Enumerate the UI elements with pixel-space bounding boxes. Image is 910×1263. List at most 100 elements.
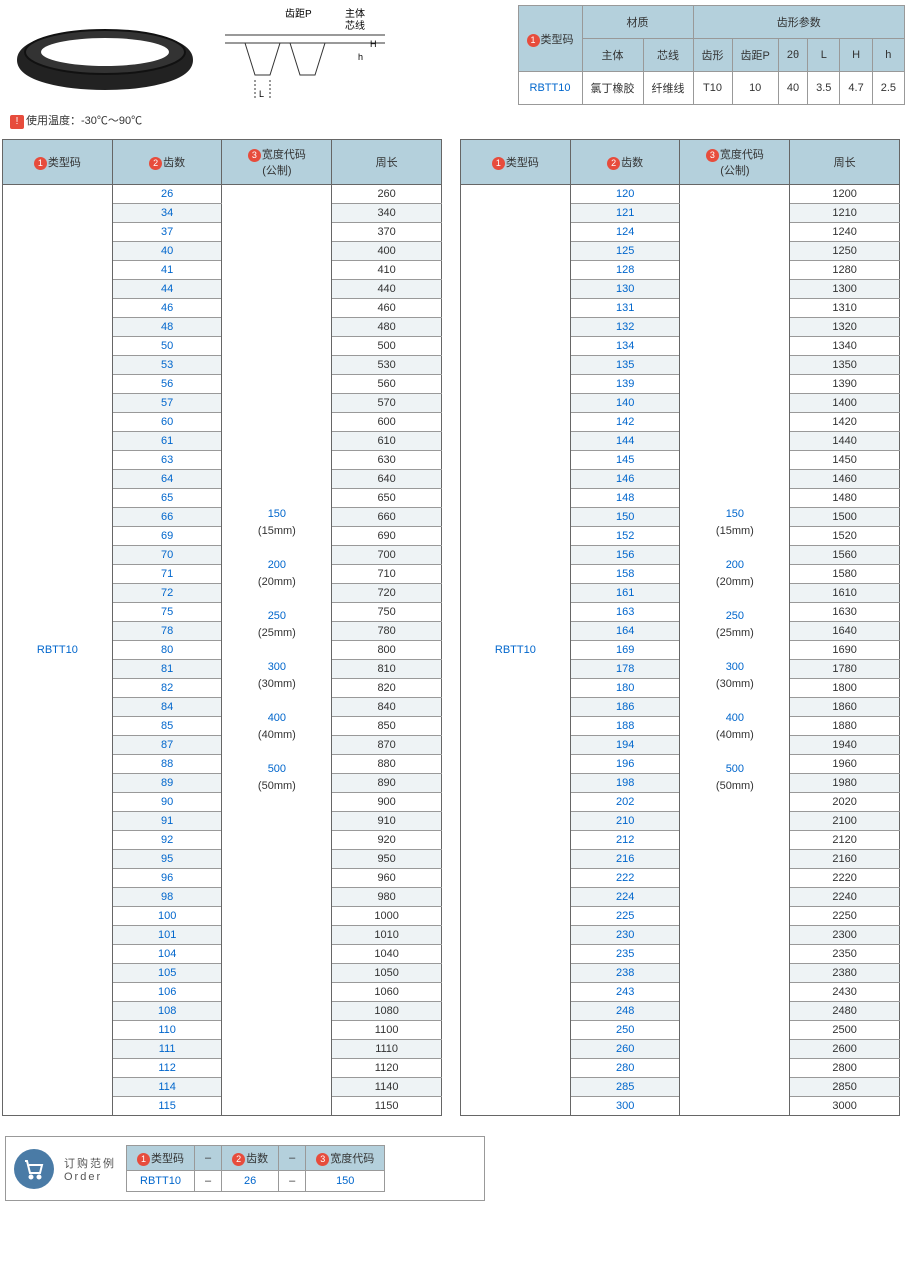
teeth-cell[interactable]: 248 [570, 1002, 680, 1021]
teeth-cell[interactable]: 140 [570, 394, 680, 413]
teeth-cell[interactable]: 212 [570, 831, 680, 850]
teeth-cell[interactable]: 235 [570, 945, 680, 964]
teeth-cell[interactable]: 216 [570, 850, 680, 869]
ord-type[interactable]: RBTT10 [127, 1171, 195, 1192]
teeth-cell[interactable]: 89 [112, 774, 222, 793]
teeth-cell[interactable]: 101 [112, 926, 222, 945]
teeth-cell[interactable]: 121 [570, 204, 680, 223]
type-code-cell[interactable]: RBTT10 [3, 185, 113, 1116]
teeth-cell[interactable]: 106 [112, 983, 222, 1002]
teeth-cell[interactable]: 164 [570, 622, 680, 641]
teeth-cell[interactable]: 63 [112, 451, 222, 470]
teeth-cell[interactable]: 108 [112, 1002, 222, 1021]
teeth-cell[interactable]: 26 [112, 185, 222, 204]
teeth-cell[interactable]: 243 [570, 983, 680, 1002]
teeth-cell[interactable]: 46 [112, 299, 222, 318]
teeth-cell[interactable]: 250 [570, 1021, 680, 1040]
teeth-cell[interactable]: 70 [112, 546, 222, 565]
teeth-cell[interactable]: 300 [570, 1097, 680, 1116]
spec-type[interactable]: RBTT10 [518, 72, 582, 105]
teeth-cell[interactable]: 78 [112, 622, 222, 641]
teeth-cell[interactable]: 110 [112, 1021, 222, 1040]
teeth-cell[interactable]: 60 [112, 413, 222, 432]
teeth-cell[interactable]: 115 [112, 1097, 222, 1116]
teeth-cell[interactable]: 285 [570, 1078, 680, 1097]
width-code-cell[interactable]: 150(15mm)200(20mm)250(25mm)300(30mm)400(… [222, 185, 332, 1116]
teeth-cell[interactable]: 196 [570, 755, 680, 774]
teeth-cell[interactable]: 61 [112, 432, 222, 451]
teeth-cell[interactable]: 230 [570, 926, 680, 945]
teeth-cell[interactable]: 66 [112, 508, 222, 527]
teeth-cell[interactable]: 111 [112, 1040, 222, 1059]
teeth-cell[interactable]: 65 [112, 489, 222, 508]
teeth-cell[interactable]: 114 [112, 1078, 222, 1097]
teeth-cell[interactable]: 224 [570, 888, 680, 907]
teeth-cell[interactable]: 146 [570, 470, 680, 489]
teeth-cell[interactable]: 92 [112, 831, 222, 850]
teeth-cell[interactable]: 57 [112, 394, 222, 413]
teeth-cell[interactable]: 150 [570, 508, 680, 527]
teeth-cell[interactable]: 44 [112, 280, 222, 299]
teeth-cell[interactable]: 80 [112, 641, 222, 660]
teeth-cell[interactable]: 105 [112, 964, 222, 983]
teeth-cell[interactable]: 75 [112, 603, 222, 622]
teeth-cell[interactable]: 98 [112, 888, 222, 907]
teeth-cell[interactable]: 82 [112, 679, 222, 698]
teeth-cell[interactable]: 104 [112, 945, 222, 964]
teeth-cell[interactable]: 186 [570, 698, 680, 717]
teeth-cell[interactable]: 41 [112, 261, 222, 280]
teeth-cell[interactable]: 144 [570, 432, 680, 451]
teeth-cell[interactable]: 56 [112, 375, 222, 394]
teeth-cell[interactable]: 135 [570, 356, 680, 375]
teeth-cell[interactable]: 87 [112, 736, 222, 755]
teeth-cell[interactable]: 194 [570, 736, 680, 755]
teeth-cell[interactable]: 152 [570, 527, 680, 546]
teeth-cell[interactable]: 125 [570, 242, 680, 261]
teeth-cell[interactable]: 91 [112, 812, 222, 831]
teeth-cell[interactable]: 72 [112, 584, 222, 603]
teeth-cell[interactable]: 142 [570, 413, 680, 432]
teeth-cell[interactable]: 148 [570, 489, 680, 508]
teeth-cell[interactable]: 37 [112, 223, 222, 242]
teeth-cell[interactable]: 145 [570, 451, 680, 470]
type-code-cell[interactable]: RBTT10 [461, 185, 571, 1116]
teeth-cell[interactable]: 156 [570, 546, 680, 565]
teeth-cell[interactable]: 50 [112, 337, 222, 356]
teeth-cell[interactable]: 131 [570, 299, 680, 318]
teeth-cell[interactable]: 280 [570, 1059, 680, 1078]
teeth-cell[interactable]: 260 [570, 1040, 680, 1059]
teeth-cell[interactable]: 88 [112, 755, 222, 774]
teeth-cell[interactable]: 64 [112, 470, 222, 489]
teeth-cell[interactable]: 96 [112, 869, 222, 888]
teeth-cell[interactable]: 95 [112, 850, 222, 869]
teeth-cell[interactable]: 169 [570, 641, 680, 660]
ord-teeth[interactable]: 26 [222, 1171, 279, 1192]
teeth-cell[interactable]: 180 [570, 679, 680, 698]
teeth-cell[interactable]: 163 [570, 603, 680, 622]
teeth-cell[interactable]: 238 [570, 964, 680, 983]
teeth-cell[interactable]: 225 [570, 907, 680, 926]
ord-width[interactable]: 150 [306, 1171, 385, 1192]
teeth-cell[interactable]: 120 [570, 185, 680, 204]
teeth-cell[interactable]: 100 [112, 907, 222, 926]
teeth-cell[interactable]: 112 [112, 1059, 222, 1078]
teeth-cell[interactable]: 139 [570, 375, 680, 394]
teeth-cell[interactable]: 202 [570, 793, 680, 812]
teeth-cell[interactable]: 128 [570, 261, 680, 280]
teeth-cell[interactable]: 178 [570, 660, 680, 679]
teeth-cell[interactable]: 132 [570, 318, 680, 337]
teeth-cell[interactable]: 84 [112, 698, 222, 717]
teeth-cell[interactable]: 198 [570, 774, 680, 793]
teeth-cell[interactable]: 222 [570, 869, 680, 888]
teeth-cell[interactable]: 71 [112, 565, 222, 584]
teeth-cell[interactable]: 90 [112, 793, 222, 812]
teeth-cell[interactable]: 40 [112, 242, 222, 261]
teeth-cell[interactable]: 134 [570, 337, 680, 356]
teeth-cell[interactable]: 130 [570, 280, 680, 299]
width-code-cell[interactable]: 150(15mm)200(20mm)250(25mm)300(30mm)400(… [680, 185, 790, 1116]
teeth-cell[interactable]: 161 [570, 584, 680, 603]
teeth-cell[interactable]: 188 [570, 717, 680, 736]
teeth-cell[interactable]: 85 [112, 717, 222, 736]
teeth-cell[interactable]: 34 [112, 204, 222, 223]
teeth-cell[interactable]: 124 [570, 223, 680, 242]
